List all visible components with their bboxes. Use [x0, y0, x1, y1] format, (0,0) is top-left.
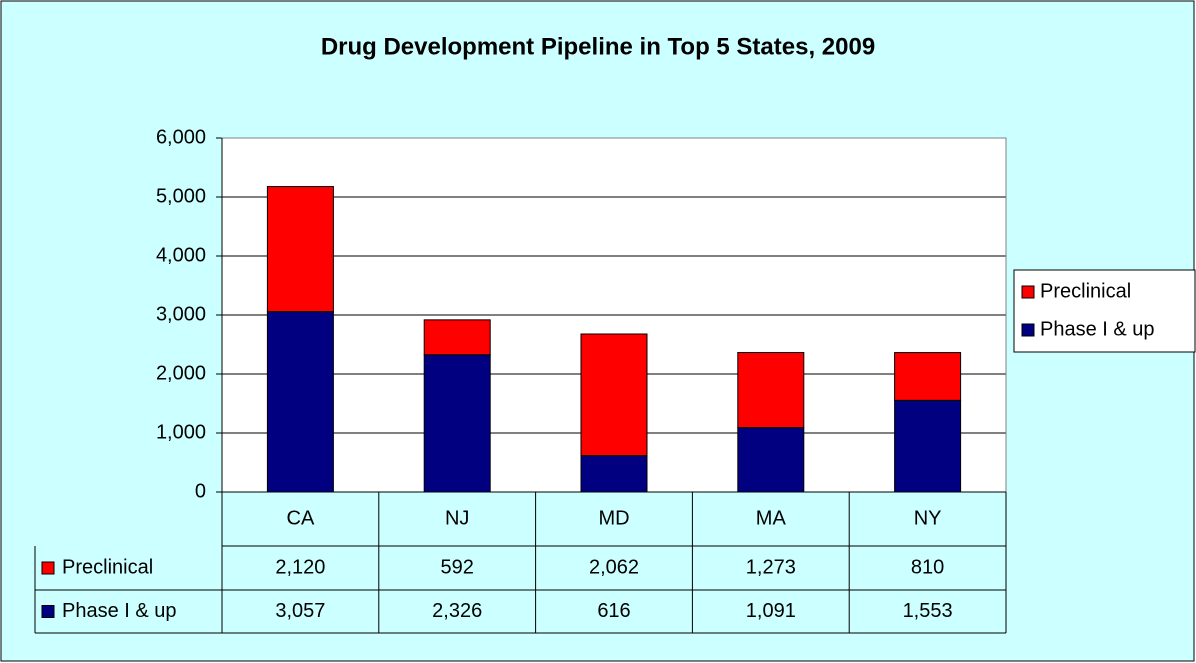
x-tick-label: MD [598, 507, 629, 529]
table-value: 2,326 [432, 600, 482, 622]
table-value: 1,553 [903, 600, 953, 622]
bar-segment [266, 186, 334, 313]
table-swatch [41, 561, 55, 575]
bar-segment [894, 399, 962, 493]
y-tick-label: 4,000 [156, 244, 206, 266]
table-value: 810 [911, 556, 944, 578]
bar-segment [423, 319, 491, 356]
bar-segment [423, 354, 491, 493]
table-row-label: Preclinical [62, 556, 153, 578]
table-value: 2,120 [275, 556, 325, 578]
legend-swatch [1021, 323, 1035, 337]
table-swatch [41, 605, 55, 618]
legend-label: Preclinical [1040, 280, 1131, 302]
y-tick-label: 5,000 [156, 185, 206, 207]
y-tick-label: 6,000 [156, 126, 206, 148]
legend-box [1013, 269, 1196, 353]
table-value: 2,062 [589, 556, 639, 578]
y-tick-label: 1,000 [156, 421, 206, 443]
x-tick-label: CA [287, 507, 315, 529]
x-tick-label: MA [756, 507, 787, 529]
table-value: 1,091 [746, 600, 796, 622]
y-tick-label: 2,000 [156, 362, 206, 384]
bar-segment [580, 333, 648, 457]
y-tick-label: 0 [195, 480, 206, 502]
bar-segment [266, 311, 334, 493]
bar-segment [580, 455, 648, 493]
table-value: 3,057 [275, 600, 325, 622]
table-row-label: Phase I & up [62, 600, 177, 622]
bar-segment [894, 352, 962, 401]
legend-label: Phase I & up [1040, 318, 1155, 340]
table-value: 1,273 [746, 556, 796, 578]
table-value: 592 [441, 556, 474, 578]
bar-segment [737, 427, 805, 493]
x-tick-label: NY [914, 507, 942, 529]
x-tick-label: NJ [445, 507, 469, 529]
legend-swatch [1021, 285, 1035, 299]
chart-title: Drug Development Pipeline in Top 5 State… [321, 33, 875, 60]
bar-segment [737, 352, 805, 429]
y-tick-label: 3,000 [156, 303, 206, 325]
table-value: 616 [597, 600, 630, 622]
